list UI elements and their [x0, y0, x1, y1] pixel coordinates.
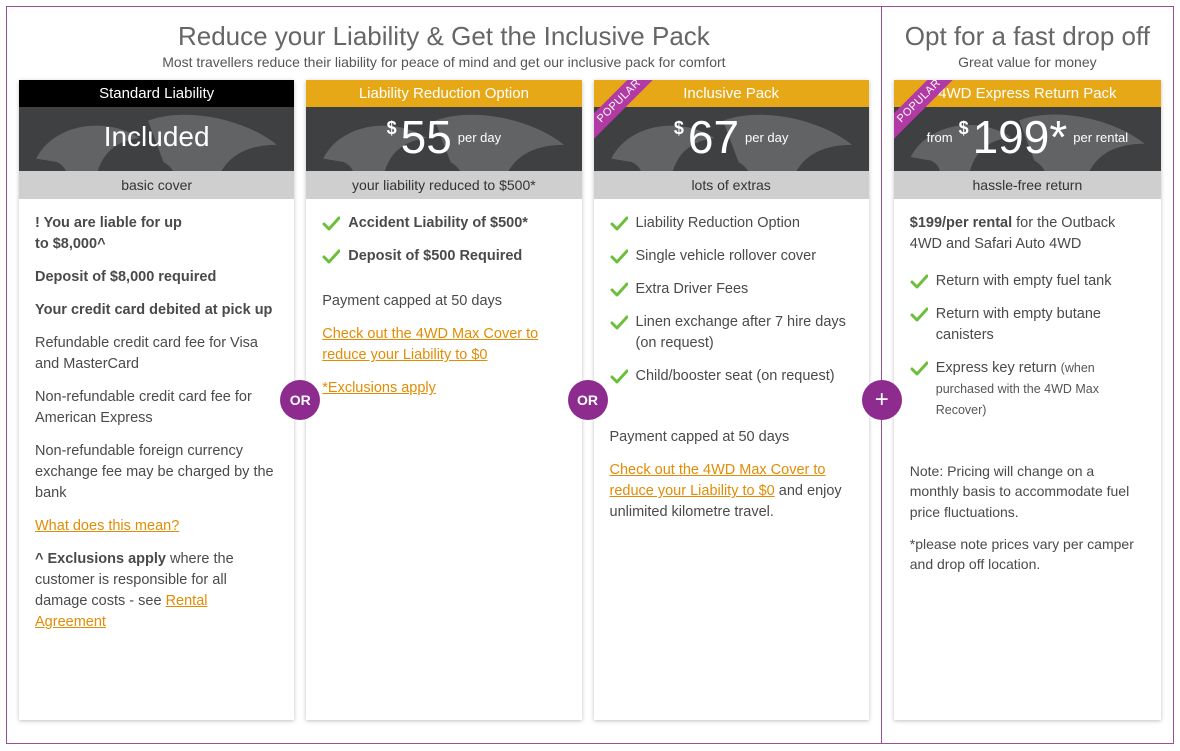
liability-heading: Reduce your Liability & Get the Inclusiv…	[7, 7, 881, 80]
card-express-per: per rental	[1073, 130, 1128, 145]
liability-cards: Standard Liability Included basic cover …	[7, 80, 881, 720]
card-express-price: 199*	[973, 114, 1068, 160]
lro-cap: Payment capped at 50 days	[322, 291, 565, 312]
card-standard-wrap: Standard Liability Included basic cover …	[13, 80, 300, 720]
card-lro-sub: your liability reduced to $500*	[306, 171, 581, 199]
card-lro-price-band: $ 55 per day	[306, 107, 581, 171]
card-express-price-band: from $ 199* per rental	[894, 107, 1161, 171]
lro-maxcover-link[interactable]: Check out the 4WD Max Cover to reduce yo…	[322, 326, 538, 363]
card-inclusive-sub: lots of extras	[594, 171, 869, 199]
express-note-1: Note: Pricing will change on a monthly b…	[910, 461, 1145, 522]
inc-cap: Payment capped at 50 days	[610, 427, 853, 448]
card-express-body: $199/per rental for the Outback 4WD and …	[894, 199, 1161, 601]
inc-feature-2: Single vehicle rollover cover	[610, 246, 853, 267]
card-lro-body: Accident Liability of $500* Deposit of $…	[306, 199, 581, 425]
card-lro-wrap: OR Liability Reduction Option $ 55 per d…	[300, 80, 587, 720]
check-icon	[910, 273, 928, 291]
amex-fee-line: Non-refundable credit card fee for Ameri…	[35, 387, 278, 429]
check-icon	[910, 306, 928, 324]
inc-feature-3: Extra Driver Fees	[610, 279, 853, 300]
card-inclusive-per: per day	[745, 130, 788, 145]
currency: $	[674, 118, 684, 139]
exclusions-line: ^ Exclusions apply where the customer is…	[35, 549, 278, 633]
lro-feature-2: Deposit of $500 Required	[322, 246, 565, 267]
deposit-line: Deposit of $8,000 required	[35, 267, 278, 288]
card-lro[interactable]: Liability Reduction Option $ 55 per day …	[306, 80, 581, 720]
check-icon	[322, 215, 340, 233]
check-icon	[610, 281, 628, 299]
card-standard-sub: basic cover	[19, 171, 294, 199]
card-inclusive-wrap: OR POPULAR Inclusive Pack $ 67 per day l…	[588, 80, 875, 720]
card-inclusive[interactable]: POPULAR Inclusive Pack $ 67 per day lots…	[594, 80, 869, 720]
currency: $	[959, 118, 969, 139]
card-lro-header: Liability Reduction Option	[306, 80, 581, 107]
card-inclusive-body: Liability Reduction Option Single vehicl…	[594, 199, 869, 549]
check-icon	[610, 248, 628, 266]
liability-section: Reduce your Liability & Get the Inclusiv…	[7, 7, 882, 743]
liability-title: Reduce your Liability & Get the Inclusiv…	[19, 21, 869, 52]
what-does-this-mean-link[interactable]: What does this mean?	[35, 518, 179, 534]
card-standard-price: Included	[104, 121, 210, 153]
card-standard[interactable]: Standard Liability Included basic cover …	[19, 80, 294, 720]
dropoff-title: Opt for a fast drop off	[894, 21, 1161, 52]
exp-feature-3: Express key return (when purchased with …	[910, 358, 1145, 421]
inc-feature-5: Child/booster seat (on request)	[610, 366, 853, 387]
inc-feature-1: Liability Reduction Option	[610, 213, 853, 234]
card-lro-per: per day	[458, 130, 501, 145]
card-lro-price: 55	[401, 114, 452, 160]
card-standard-price-band: Included	[19, 107, 294, 171]
card-express-sub: hassle-free return	[894, 171, 1161, 199]
card-inclusive-price: 67	[688, 114, 739, 160]
express-note-2: *please note prices vary per camper and …	[910, 534, 1145, 575]
check-icon	[610, 215, 628, 233]
dropoff-cards: + POPULAR 4WD Express Return Pack from $…	[882, 80, 1173, 720]
inc-link-line: Check out the 4WD Max Cover to reduce yo…	[610, 460, 853, 523]
card-express[interactable]: POPULAR 4WD Express Return Pack from $ 1…	[894, 80, 1161, 720]
card-express-wrap: + POPULAR 4WD Express Return Pack from $…	[888, 80, 1167, 720]
liability-subtitle: Most travellers reduce their liability f…	[19, 54, 869, 70]
express-intro: $199/per rental for the Outback 4WD and …	[910, 213, 1145, 255]
dropoff-section: Opt for a fast drop off Great value for …	[882, 7, 1173, 743]
card-inclusive-price-band: $ 67 per day	[594, 107, 869, 171]
liable-line: ! You are liable for up to $8,000^	[35, 213, 278, 255]
exp-feature-1: Return with empty fuel tank	[910, 271, 1145, 292]
plus-connector: +	[862, 380, 902, 420]
check-icon	[610, 368, 628, 386]
inc-feature-4: Linen exchange after 7 hire days (on req…	[610, 312, 853, 354]
or-connector-1: OR	[280, 380, 320, 420]
fx-fee-line: Non-refundable foreign currency exchange…	[35, 441, 278, 504]
dropoff-subtitle: Great value for money	[894, 54, 1161, 70]
debit-line: Your credit card debited at pick up	[35, 300, 278, 321]
lro-exclusions-link[interactable]: *Exclusions apply	[322, 380, 436, 396]
dropoff-heading: Opt for a fast drop off Great value for …	[882, 7, 1173, 80]
pricing-container: Reduce your Liability & Get the Inclusiv…	[6, 6, 1174, 744]
check-icon	[610, 314, 628, 332]
lro-feature-1: Accident Liability of $500*	[322, 213, 565, 234]
currency: $	[387, 118, 397, 139]
check-icon	[322, 248, 340, 266]
card-standard-header: Standard Liability	[19, 80, 294, 107]
exp-feature-2: Return with empty butane canisters	[910, 304, 1145, 346]
or-connector-2: OR	[568, 380, 608, 420]
card-standard-body: ! You are liable for up to $8,000^ Depos…	[19, 199, 294, 659]
check-icon	[910, 360, 928, 378]
from-label: from	[927, 130, 953, 145]
refundable-fee-line: Refundable credit card fee for Visa and …	[35, 333, 278, 375]
